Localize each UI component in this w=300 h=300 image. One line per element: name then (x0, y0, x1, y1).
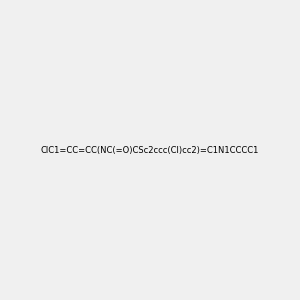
Text: ClC1=CC=CC(NC(=O)CSc2ccc(Cl)cc2)=C1N1CCCC1: ClC1=CC=CC(NC(=O)CSc2ccc(Cl)cc2)=C1N1CCC… (41, 146, 259, 154)
